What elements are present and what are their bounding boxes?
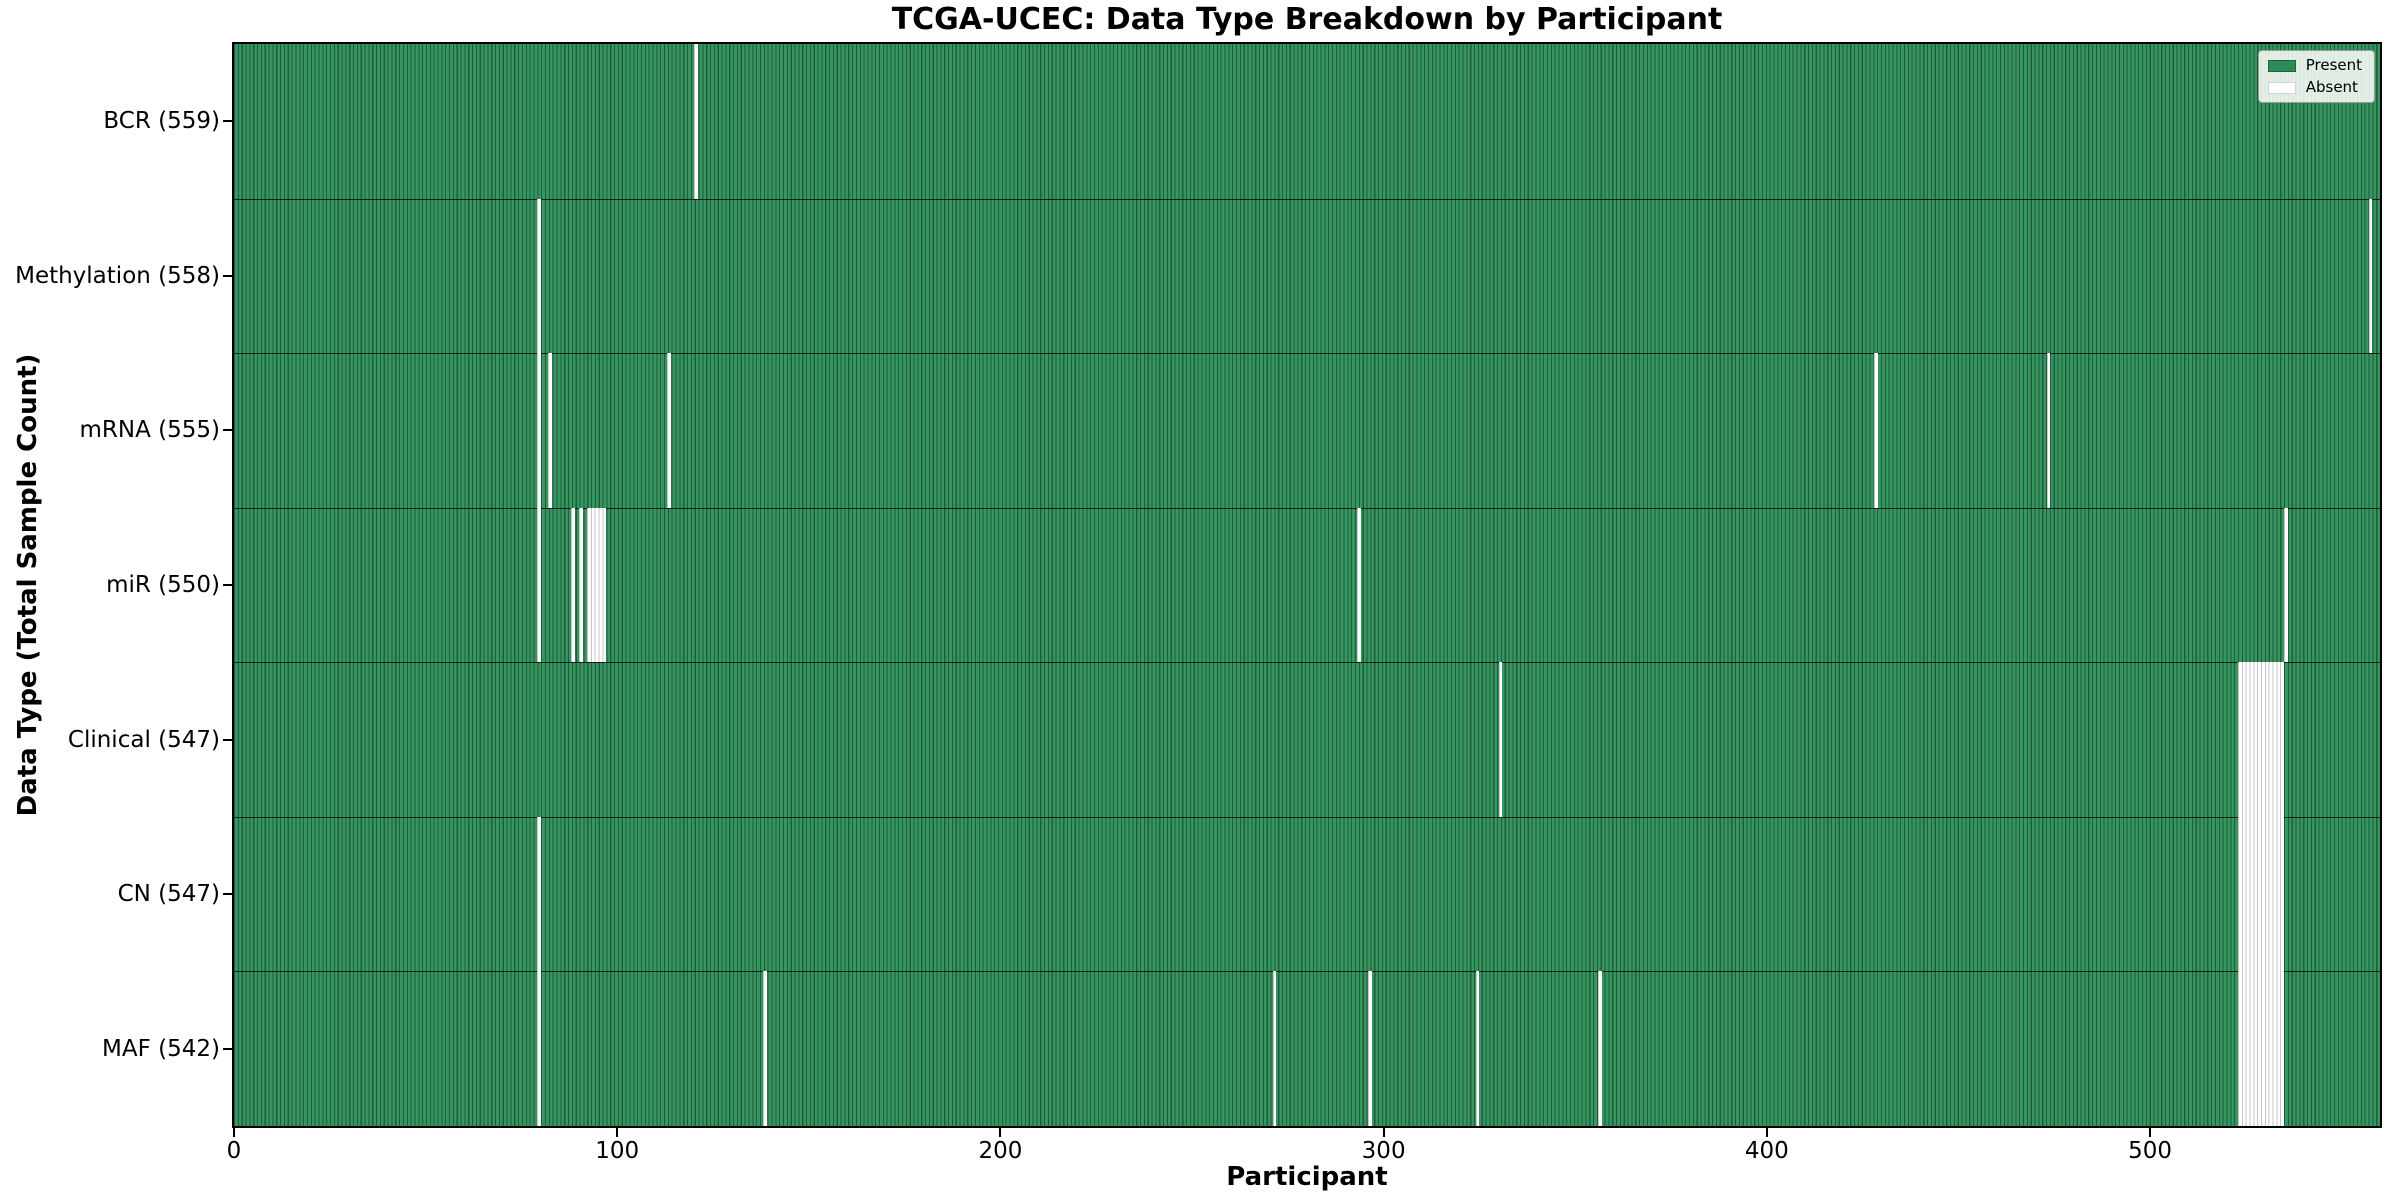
absent-gap: [762, 971, 767, 1126]
y-tick-mark: [223, 120, 232, 123]
absent-gap: [1368, 971, 1373, 1126]
x-axis-label: Participant: [1226, 1162, 1388, 1192]
legend-label-present: Present: [2305, 56, 2362, 74]
absent-gap: [2368, 198, 2373, 354]
absent-gap: [536, 507, 541, 663]
y-tick-mark: [223, 738, 232, 741]
absent-gap: [536, 971, 541, 1126]
row-separator: [234, 971, 2380, 973]
present-swatch-icon: [2267, 59, 2296, 72]
x-tick-mark: [1382, 1128, 1385, 1137]
x-tick-mark: [233, 1128, 235, 1137]
absent-gap: [2238, 971, 2285, 1126]
y-tick-mark: [223, 274, 232, 277]
absent-gap: [1356, 507, 1361, 663]
absent-gap: [536, 353, 541, 508]
absent-gap: [2238, 662, 2285, 817]
absent-gap: [548, 353, 553, 508]
legend-entry-absent: Absent: [2267, 78, 2362, 96]
absent-gap: [536, 816, 541, 972]
absent-gap: [1598, 971, 1603, 1126]
legend-entry-present: Present: [2267, 56, 2362, 74]
x-tick-mark: [616, 1128, 619, 1137]
y-tick-label: miR (550): [106, 572, 220, 598]
x-tick-label: 0: [226, 1138, 242, 1164]
absent-gap: [667, 353, 671, 508]
absent-gap: [536, 198, 541, 354]
y-tick-mark: [223, 893, 232, 896]
row-separator: [234, 198, 2380, 200]
absent-gap: [578, 507, 583, 663]
absent-gap: [571, 507, 576, 663]
absent-gap: [2284, 507, 2289, 663]
x-tick-mark: [1765, 1128, 1768, 1137]
absent-gap: [1475, 971, 1480, 1126]
absent-gap: [1498, 662, 1503, 817]
absent-gap: [586, 507, 606, 663]
y-tick-label: Methylation (558): [15, 262, 220, 289]
absent-gap: [1272, 971, 1277, 1126]
row-separator: [234, 662, 2380, 664]
absent-swatch-icon: [2267, 81, 2296, 94]
x-tick-mark: [2149, 1128, 2152, 1137]
x-tick-mark: [999, 1128, 1002, 1137]
y-tick-label: MAF (542): [102, 1035, 220, 1062]
row-separator: [234, 816, 2380, 818]
x-tick-label: 500: [2128, 1138, 2173, 1164]
y-tick-label: mRNA (555): [79, 417, 220, 444]
x-tick-label: 200: [978, 1138, 1023, 1164]
y-tick-mark: [223, 429, 232, 432]
legend-label-absent: Absent: [2305, 78, 2358, 96]
legend: Present Absent: [2257, 50, 2375, 103]
plot-area: Present Absent: [232, 42, 2382, 1128]
y-tick-label: BCR (559): [103, 108, 220, 135]
y-tick-mark: [223, 584, 232, 586]
absent-gap: [2046, 353, 2051, 508]
x-tick-label: 300: [1361, 1138, 1406, 1164]
row-separator: [234, 507, 2380, 509]
absent-gap: [693, 44, 698, 199]
y-tick-label: Clinical (547): [67, 726, 220, 753]
y-tick-mark: [223, 1047, 232, 1050]
absent-gap: [1874, 353, 1878, 508]
x-tick-label: 100: [595, 1138, 640, 1164]
row-separator: [234, 353, 2380, 355]
x-tick-label: 400: [1744, 1138, 1789, 1164]
absent-gap: [2238, 816, 2285, 972]
y-tick-label: CN (547): [117, 881, 220, 908]
chart-title: TCGA-UCEC: Data Type Breakdown by Partic…: [891, 2, 1723, 37]
